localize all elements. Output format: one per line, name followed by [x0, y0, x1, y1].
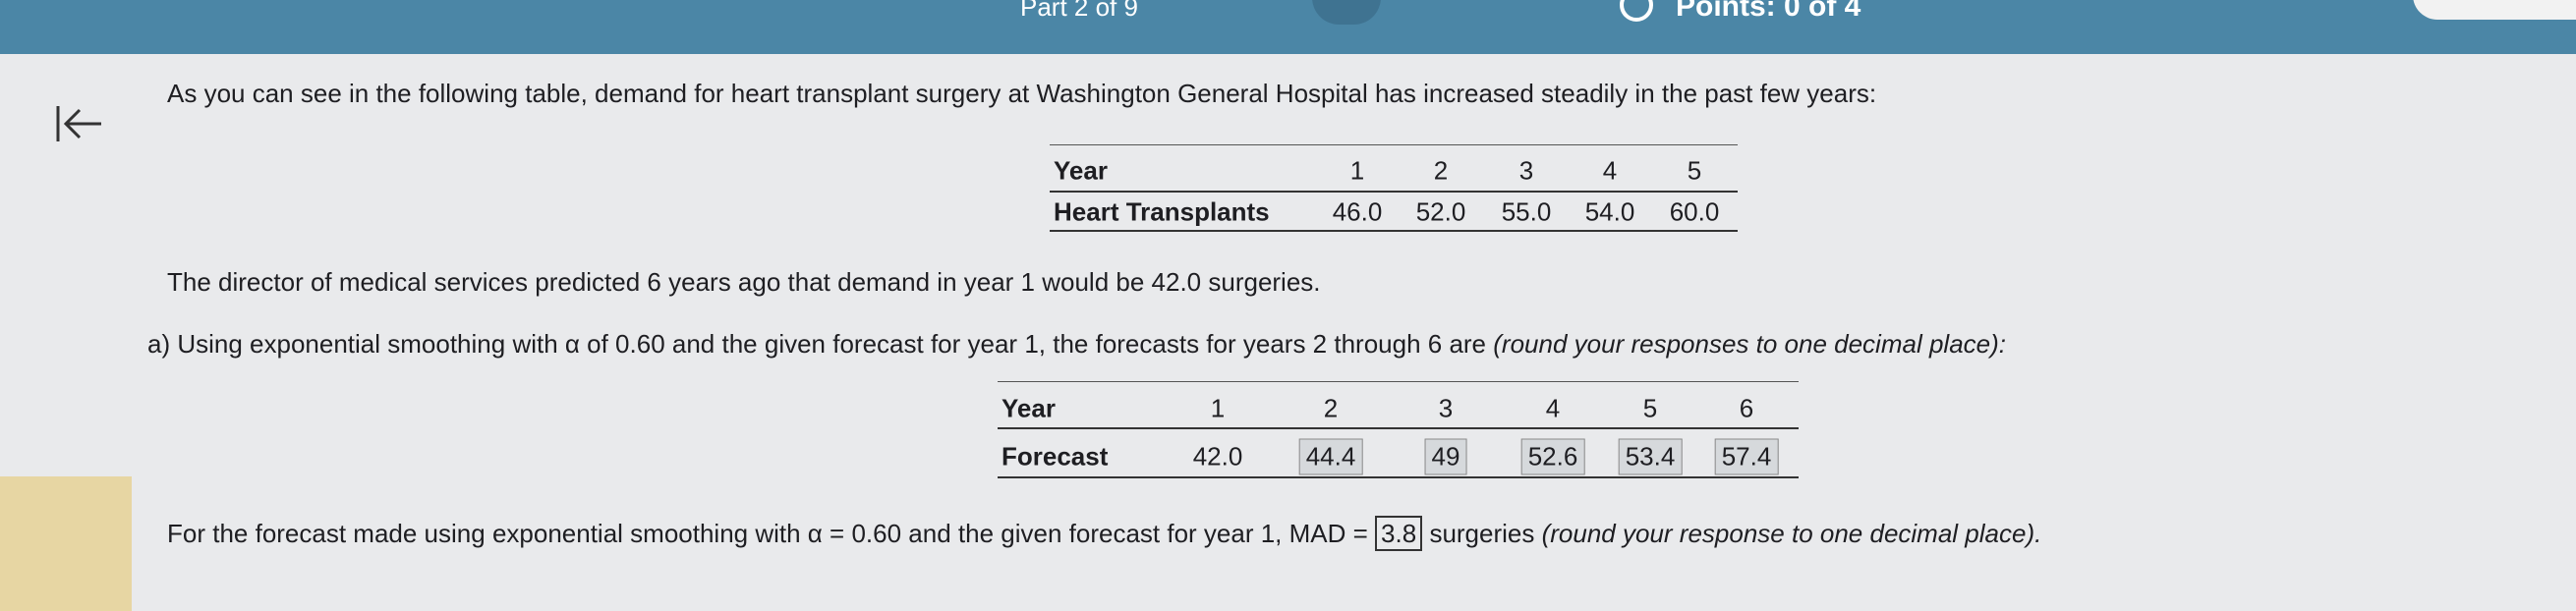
column-header: 5 [1687, 155, 1702, 186]
question-a: a) Using exponential smoothing with α of… [147, 329, 2006, 360]
cell-value: 46.0 [1332, 196, 1383, 227]
mad-note: (round your response to one decimal plac… [1541, 519, 2042, 548]
cell-value: 55.0 [1501, 196, 1552, 227]
rounding-note: (round your responses to one decimal pla… [1493, 329, 2006, 359]
cell-value[interactable]: 53.4 [1618, 438, 1683, 475]
points: Points: 0 of 4 [1676, 0, 1861, 23]
director-text: The director of medical services predict… [167, 267, 1321, 297]
table-rule [998, 427, 1799, 429]
intro-text: As you can see in the following table, d… [167, 79, 1877, 108]
mad-answer[interactable]: 3.8 [1375, 516, 1423, 551]
column-header: 1 [1210, 393, 1226, 423]
column-header: 3 [1438, 393, 1454, 423]
back-button[interactable] [54, 103, 103, 144]
question-text: a) Using exponential smoothing with α of… [147, 329, 1487, 359]
row-label: Forecast [1002, 441, 1109, 472]
table-rule [998, 381, 1799, 382]
cell-value: 42.0 [1192, 441, 1243, 472]
cell-value: 60.0 [1669, 196, 1720, 227]
cell-value[interactable]: 44.4 [1298, 438, 1363, 475]
table-rule [998, 476, 1799, 478]
column-header: 5 [1642, 393, 1658, 423]
nav-button[interactable] [1312, 0, 1381, 25]
mad-text: For the forecast made using exponential … [167, 519, 1368, 548]
side-panel [0, 476, 132, 611]
column-header: 3 [1518, 155, 1534, 186]
row-label: Heart Transplants [1054, 196, 1270, 227]
part-indicator: Part 2 of 9 [1020, 0, 1138, 22]
cell-value: 54.0 [1584, 196, 1635, 227]
cell-value[interactable]: 49 [1424, 438, 1467, 475]
cell-value[interactable]: 52.6 [1520, 438, 1585, 475]
cell-value: 52.0 [1415, 196, 1466, 227]
top-bar: Part 2 of 9 Points: 0 of 4 [0, 0, 2576, 54]
table-rule [1050, 230, 1738, 232]
column-header: 6 [1739, 393, 1754, 423]
status-icon [1620, 0, 1653, 22]
table-rule [1050, 144, 1738, 145]
mad-question: For the forecast made using exponential … [167, 516, 2042, 551]
column-header: 4 [1602, 155, 1618, 186]
table-rule [1050, 191, 1738, 193]
row-label: Year [1054, 155, 1108, 186]
cell-value[interactable]: 57.4 [1714, 438, 1779, 475]
column-header: 1 [1349, 155, 1365, 186]
menu-button[interactable] [2413, 0, 2576, 20]
column-header: 2 [1433, 155, 1449, 186]
mad-unit: surgeries [1429, 519, 1535, 548]
row-label: Year [1002, 393, 1056, 423]
column-header: 4 [1545, 393, 1561, 423]
column-header: 2 [1323, 393, 1339, 423]
